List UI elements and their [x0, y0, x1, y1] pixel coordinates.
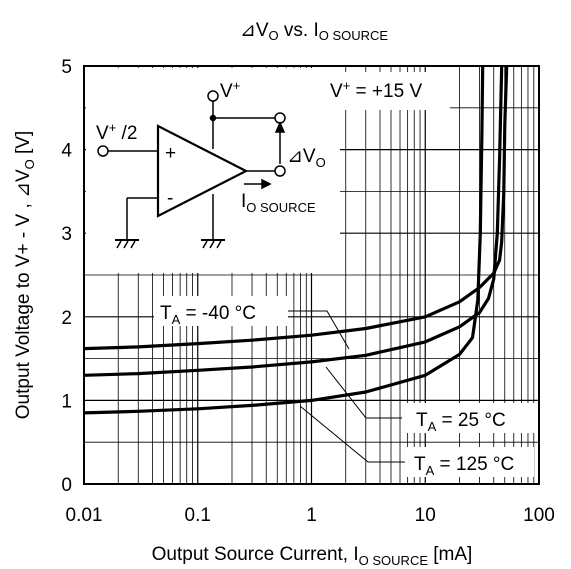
- ground-left-hatch-1: [116, 240, 122, 249]
- x-tick-label: 0.01: [66, 505, 103, 526]
- y-tick-label: 4: [61, 141, 72, 162]
- chart-title: ⊿VO vs. IO SOURCE: [240, 20, 389, 43]
- inset-vplus-label: V+: [220, 78, 240, 102]
- inset-delta-vo-label: ⊿VO: [287, 146, 326, 170]
- series-label-minus40: TA = -40 °C: [160, 303, 256, 327]
- y-tick-label: 3: [61, 224, 72, 245]
- leader-line-minus40: [288, 310, 350, 350]
- y-tick-label: 1: [61, 391, 72, 412]
- x-tick-label: 1: [306, 505, 317, 526]
- label-panel-minus40: [154, 296, 288, 326]
- inset-vhalf-label: V+ /2: [96, 120, 137, 144]
- ground-left-hatch-2: [123, 240, 129, 249]
- x-tick-label: 0.1: [185, 505, 211, 526]
- vplus-terminal: [207, 90, 219, 102]
- y-tick-label: 5: [61, 57, 72, 78]
- x-axis-label: Output Source Current, IO SOURCE [mA]: [152, 544, 473, 568]
- x-tick-label: 10: [415, 505, 436, 526]
- ground-right-hatch-3: [216, 240, 222, 249]
- opamp-inset-schematic: [97, 90, 286, 249]
- y-axis-label: Output Voltage to V+ - V , ⊿VO [V]: [13, 131, 37, 420]
- leader-line-125: [299, 405, 405, 463]
- ground-right-hatch-2: [209, 240, 215, 249]
- opamp-triangle: [156, 124, 249, 218]
- series-line-1: [83, 65, 504, 377]
- io-arrow-head: [261, 178, 272, 190]
- series-line-2: [83, 65, 485, 415]
- supply-voltage-label: V+ = +15 V: [330, 78, 422, 102]
- y-tick-label: 2: [61, 308, 72, 329]
- ground-left-hatch-3: [130, 240, 136, 249]
- delta-vo-arrow-head: [274, 121, 286, 133]
- leader-line-25: [325, 366, 402, 419]
- axis-ticks: 0.01 0.1 1 10 100 0 1 2 3 4 5: [61, 57, 554, 526]
- series-line-0: [83, 65, 509, 351]
- output-terminal: [274, 165, 286, 177]
- plot-frame: [83, 65, 540, 485]
- y-tick-label: 0: [61, 475, 72, 496]
- input-plus-terminal: [97, 145, 109, 157]
- inset-io-label: IO SOURCE: [241, 191, 316, 215]
- series-label-125: TA = 125 °C: [414, 454, 514, 478]
- x-tick-label: 100: [523, 505, 555, 526]
- inset-plus-sign: +: [165, 143, 176, 164]
- label-panel-125: [406, 447, 534, 477]
- label-panel-25: [404, 403, 538, 433]
- series-label-25: TA = 25 °C: [416, 410, 506, 434]
- inset-minus-sign: -: [167, 188, 173, 209]
- ground-right-hatch-1: [202, 240, 208, 249]
- series-group: [83, 65, 509, 415]
- supply-panel: [320, 72, 450, 110]
